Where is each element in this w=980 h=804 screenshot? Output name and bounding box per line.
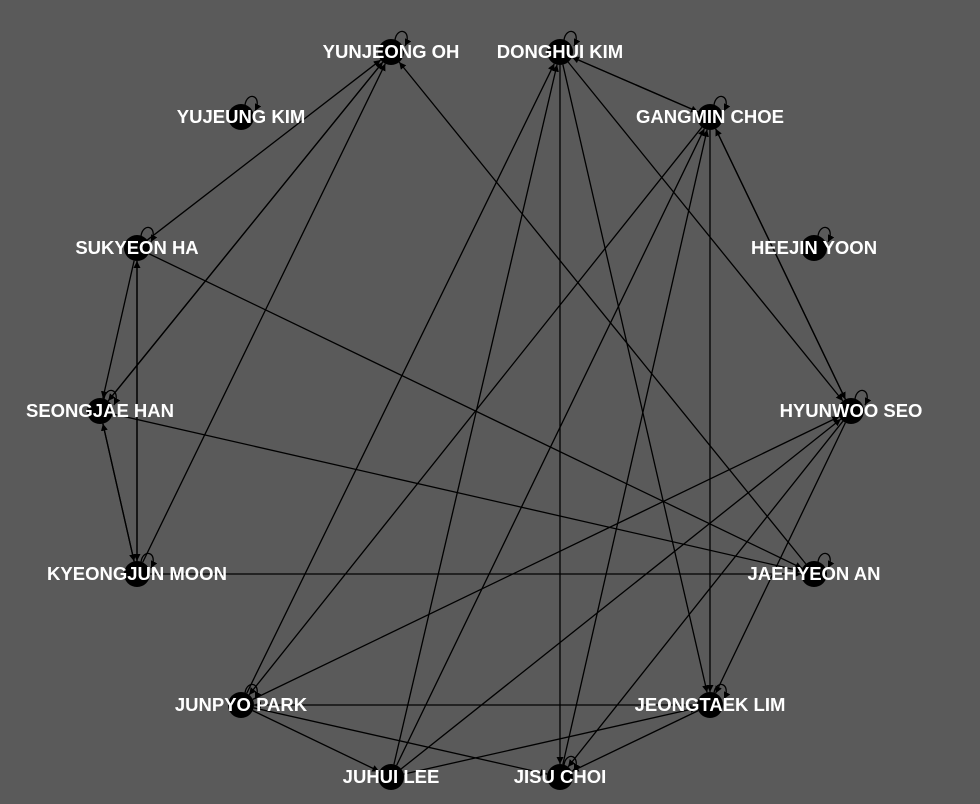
- node-dot-donghui-kim[interactable]: [547, 39, 573, 65]
- node-label-jisu-choi: JISU CHOI: [514, 766, 607, 787]
- self-loop-junpyo-park: [244, 683, 262, 700]
- node-label-juhui-lee: JUHUI LEE: [343, 766, 440, 787]
- edge-sukyeon-ha-to-seongjae-han: [101, 260, 135, 399]
- self-loop-yujeung-kim: [244, 95, 262, 112]
- node-seongjae-han[interactable]: SEONGJAE HAN: [26, 389, 174, 424]
- node-sukyeon-ha[interactable]: SUKYEON HA: [75, 226, 199, 261]
- node-jeongtaek-lim[interactable]: JEONGTAEK LIM: [635, 683, 786, 718]
- node-label-seongjae-han: SEONGJAE HAN: [26, 400, 174, 421]
- node-dot-jaehyeon-an[interactable]: [801, 561, 827, 587]
- node-label-junpyo-park: JUNPYO PARK: [175, 694, 308, 715]
- node-dot-kyeongjun-moon[interactable]: [124, 561, 150, 587]
- node-dot-heejin-yoon[interactable]: [801, 235, 827, 261]
- edge-jisu-choi-to-gangmin-choe: [562, 129, 709, 765]
- node-yunjeong-oh[interactable]: YUNJEONG OH: [323, 30, 460, 65]
- nodes-layer: YUNJEONG OH DONGHUI KIM GANGMIN CHOE HEEJIN…: [26, 30, 923, 790]
- node-dot-seongjae-han[interactable]: [87, 398, 113, 424]
- edge-kyeongjun-moon-to-yunjeong-oh: [142, 63, 386, 563]
- node-yujeung-kim[interactable]: YUJEUNG KIM: [177, 95, 306, 130]
- node-kyeongjun-moon[interactable]: KYEONGJUN MOON: [47, 552, 227, 587]
- node-dot-yunjeong-oh[interactable]: [378, 39, 404, 65]
- edge-donghui-kim-to-hyunwoo-seo: [567, 61, 844, 402]
- edge-sukyeon-ha-to-jaehyeon-an: [148, 253, 803, 569]
- edge-juhui-lee-to-jeongtaek-lim: [403, 705, 698, 775]
- node-label-jeongtaek-lim: JEONGTAEK LIM: [635, 694, 786, 715]
- node-juhui-lee[interactable]: JUHUI LEE: [343, 764, 440, 790]
- edge-seongjae-han-to-jaehyeon-an: [112, 413, 802, 573]
- self-loop-jeongtaek-lim: [713, 683, 731, 700]
- node-junpyo-park[interactable]: JUNPYO PARK: [175, 683, 308, 718]
- edge-jeongtaek-lim-to-jisu-choi: [571, 710, 699, 772]
- node-label-kyeongjun-moon: KYEONGJUN MOON: [47, 563, 227, 584]
- node-dot-juhui-lee[interactable]: [378, 764, 404, 790]
- self-loop-hyunwoo-seo: [854, 389, 872, 406]
- edge-donghui-kim-to-jeongtaek-lim: [562, 64, 709, 693]
- node-label-yujeung-kim: YUJEUNG KIM: [177, 106, 306, 127]
- self-loop-yunjeong-oh: [394, 30, 412, 47]
- self-loop-donghui-kim: [563, 30, 581, 47]
- node-label-gangmin-choe: GANGMIN CHOE: [636, 106, 784, 127]
- node-label-hyunwoo-seo: HYUNWOO SEO: [780, 400, 923, 421]
- self-loop-gangmin-choe: [713, 95, 731, 112]
- edge-donghui-kim-to-gangmin-choe: [571, 56, 699, 113]
- self-loop-jaehyeon-an: [817, 552, 835, 569]
- node-jaehyeon-an[interactable]: JAEHYEON AN: [748, 552, 881, 587]
- edge-kyeongjun-moon-to-seongjae-han: [101, 423, 135, 562]
- node-dot-gangmin-choe[interactable]: [697, 104, 723, 130]
- node-label-jaehyeon-an: JAEHYEON AN: [748, 563, 881, 584]
- node-label-yunjeong-oh: YUNJEONG OH: [323, 41, 460, 62]
- node-hyunwoo-seo[interactable]: HYUNWOO SEO: [780, 389, 923, 424]
- self-loop-kyeongjun-moon: [140, 552, 158, 569]
- node-jisu-choi[interactable]: JISU CHOI: [514, 755, 607, 790]
- edges-layer: [101, 56, 846, 777]
- node-dot-yujeung-kim[interactable]: [228, 104, 254, 130]
- self-loop-sukyeon-ha: [140, 226, 158, 243]
- node-dot-jisu-choi[interactable]: [547, 764, 573, 790]
- edge-junpyo-park-to-hyunwoo-seo: [252, 416, 840, 700]
- node-label-donghui-kim: DONGHUI KIM: [497, 41, 623, 62]
- edge-junpyo-park-to-juhui-lee: [252, 710, 380, 772]
- self-loop-heejin-yoon: [817, 226, 835, 243]
- self-loop-seongjae-han: [103, 389, 121, 406]
- node-donghui-kim[interactable]: DONGHUI KIM: [497, 30, 623, 65]
- edge-hyunwoo-seo-to-jisu-choi: [567, 420, 844, 768]
- node-heejin-yoon[interactable]: HEEJIN YOON: [751, 226, 877, 261]
- node-dot-hyunwoo-seo[interactable]: [838, 398, 864, 424]
- edge-junpyo-park-to-donghui-kim: [246, 63, 555, 694]
- node-gangmin-choe[interactable]: GANGMIN CHOE: [636, 95, 784, 130]
- node-dot-sukyeon-ha[interactable]: [124, 235, 150, 261]
- node-dot-junpyo-park[interactable]: [228, 692, 254, 718]
- edge-gangmin-choe-to-hyunwoo-seo: [715, 128, 846, 400]
- edge-sukyeon-ha-to-yunjeong-oh: [146, 59, 382, 241]
- edge-junpyo-park-to-jisu-choi: [253, 707, 548, 777]
- self-loop-jisu-choi: [563, 755, 581, 772]
- edge-juhui-lee-to-hyunwoo-seo: [400, 418, 842, 770]
- node-label-heejin-yoon: HEEJIN YOON: [751, 237, 877, 258]
- edge-jaehyeon-an-to-yunjeong-oh: [398, 61, 807, 565]
- edge-yunjeong-oh-to-seongjae-han: [107, 61, 384, 402]
- node-dot-jeongtaek-lim[interactable]: [697, 692, 723, 718]
- edge-juhui-lee-to-donghui-kim: [393, 64, 559, 765]
- node-label-sukyeon-ha: SUKYEON HA: [75, 237, 198, 258]
